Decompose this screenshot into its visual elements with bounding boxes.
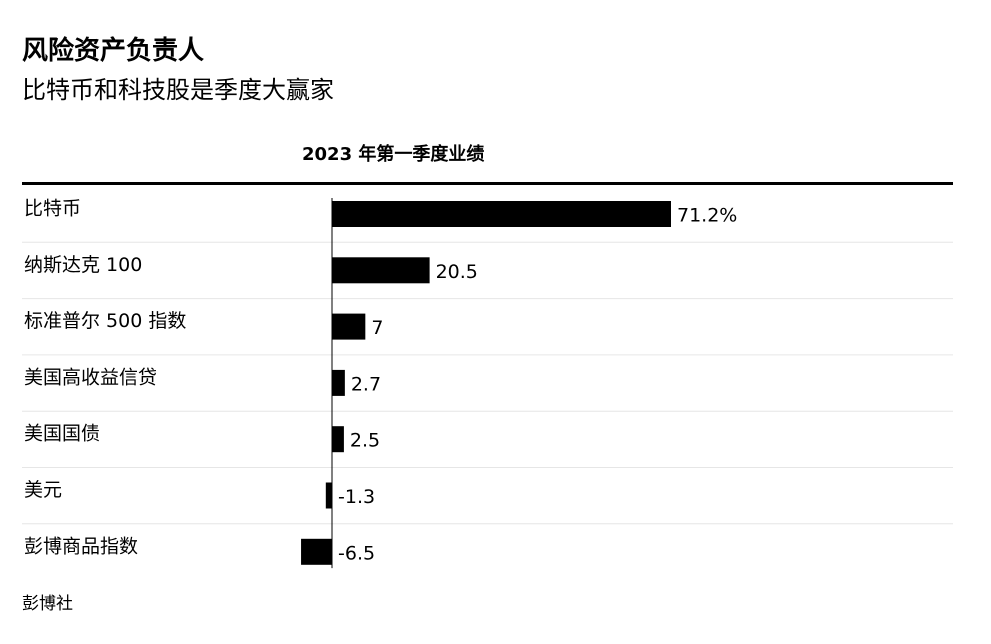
bar xyxy=(332,369,345,396)
bar xyxy=(301,538,332,565)
category-label: 美元 xyxy=(24,479,62,501)
category-label: 美国高收益信贷 xyxy=(24,366,157,388)
category-label: 彭博商品指数 xyxy=(24,535,138,557)
chart-subtitle: 比特币和科技股是季度大赢家 xyxy=(22,76,334,104)
bar xyxy=(332,426,344,453)
value-label: -1.3 xyxy=(338,486,375,508)
category-label: 标准普尔 500 指数 xyxy=(24,310,186,332)
chart-title: 风险资产负责人 xyxy=(22,36,205,66)
chart-header: 2023 年第一季度业绩 xyxy=(302,144,485,165)
value-label: -6.5 xyxy=(338,542,375,564)
bar xyxy=(332,257,430,284)
bar xyxy=(332,313,366,340)
value-label: 2.7 xyxy=(351,373,381,395)
bar xyxy=(325,482,332,509)
category-label: 比特币 xyxy=(24,198,81,220)
value-label: 20.5 xyxy=(436,261,478,283)
source-note: 彭博社 xyxy=(22,594,73,614)
value-label: 2.5 xyxy=(350,430,380,452)
value-label: 7 xyxy=(371,317,383,339)
value-label: 71.2% xyxy=(677,205,737,227)
category-label: 纳斯达克 100 xyxy=(24,254,142,276)
category-label: 美国国债 xyxy=(24,423,100,445)
top-rule xyxy=(22,182,953,185)
bar xyxy=(332,201,671,227)
